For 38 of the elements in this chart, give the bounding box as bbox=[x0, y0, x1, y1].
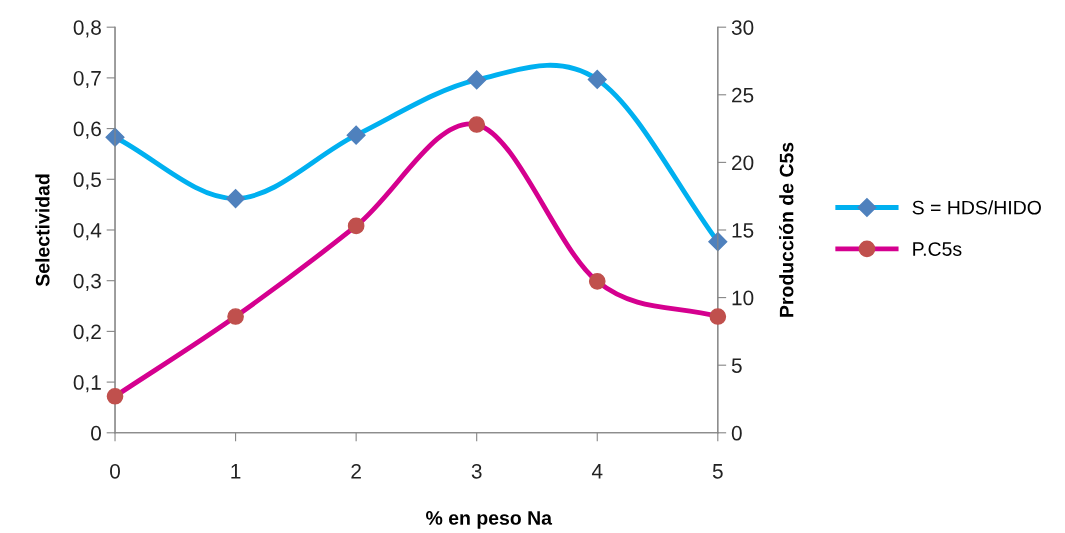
y2-tick-label: 15 bbox=[732, 223, 754, 238]
x-axis-title: % en peso Na bbox=[426, 511, 553, 529]
x-tick-label: 0 bbox=[110, 463, 120, 479]
y2-tick-label: 20 bbox=[732, 155, 754, 171]
point bbox=[708, 232, 728, 252]
y2-tick-label: 5 bbox=[731, 358, 742, 373]
y-tick-label: 0,7 bbox=[73, 70, 101, 89]
point bbox=[226, 189, 246, 209]
legend-label: P.C5s bbox=[913, 242, 962, 256]
x-tick-label: 2 bbox=[351, 463, 361, 479]
x-tick-label: 4 bbox=[591, 464, 603, 479]
y2-tick-label: 0 bbox=[731, 425, 742, 441]
y-tick-label: 0,1 bbox=[73, 375, 101, 393]
y2-axis-title: Producción de C5s bbox=[779, 142, 794, 317]
x-tick-label: 1 bbox=[231, 464, 241, 479]
point bbox=[106, 387, 124, 405]
y-tick-label: 0,4 bbox=[73, 222, 102, 241]
y2-tick-label: 30 bbox=[731, 20, 754, 35]
y-tick-label: 0 bbox=[91, 425, 102, 441]
point bbox=[467, 70, 487, 90]
y2-tick-label: 10 bbox=[732, 290, 754, 306]
point bbox=[346, 125, 366, 145]
y-tick-label: 0,2 bbox=[73, 324, 101, 342]
legend-label: S = HDS/HIDO bbox=[912, 200, 1041, 215]
x-tick-label: 3 bbox=[471, 463, 482, 479]
x-tick-label: 5 bbox=[712, 464, 723, 479]
y-tick-label: 0,3 bbox=[73, 273, 101, 291]
point bbox=[587, 69, 607, 89]
y-axis-title: Selectividad bbox=[35, 174, 50, 287]
y-tick-label: 0,8 bbox=[73, 20, 101, 38]
point bbox=[227, 308, 244, 325]
y-tick-label: 0,6 bbox=[73, 121, 101, 139]
y2-tick-label: 25 bbox=[732, 87, 754, 103]
point bbox=[468, 116, 486, 133]
point bbox=[709, 308, 727, 325]
point bbox=[588, 273, 606, 290]
point bbox=[347, 217, 365, 235]
y-tick-label: 0,5 bbox=[73, 172, 101, 190]
